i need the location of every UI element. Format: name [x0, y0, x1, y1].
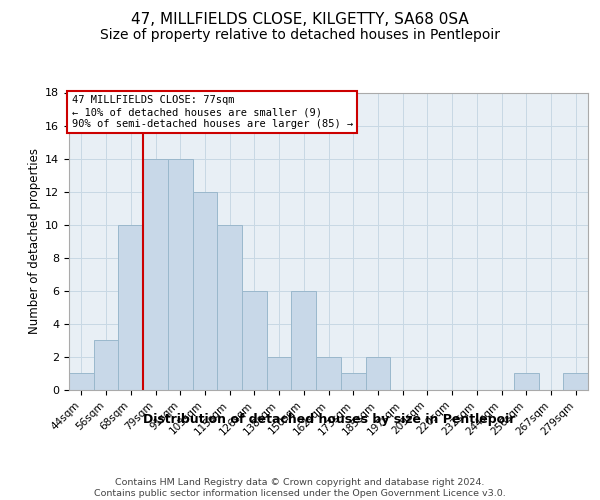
Bar [292, 291, 316, 390]
Y-axis label: Number of detached properties: Number of detached properties [28, 148, 41, 334]
Bar [563, 374, 588, 390]
Text: 47 MILLFIELDS CLOSE: 77sqm
← 10% of detached houses are smaller (9)
90% of semi-: 47 MILLFIELDS CLOSE: 77sqm ← 10% of deta… [71, 96, 353, 128]
Bar [143, 158, 168, 390]
Bar [341, 374, 365, 390]
Bar [69, 374, 94, 390]
Bar [316, 357, 341, 390]
Text: Size of property relative to detached houses in Pentlepoir: Size of property relative to detached ho… [100, 28, 500, 42]
Bar [94, 340, 118, 390]
Bar [118, 224, 143, 390]
Text: Contains HM Land Registry data © Crown copyright and database right 2024.
Contai: Contains HM Land Registry data © Crown c… [94, 478, 506, 498]
Text: 47, MILLFIELDS CLOSE, KILGETTY, SA68 0SA: 47, MILLFIELDS CLOSE, KILGETTY, SA68 0SA [131, 12, 469, 28]
Bar [514, 374, 539, 390]
Bar [365, 357, 390, 390]
Bar [242, 291, 267, 390]
Bar [217, 224, 242, 390]
Bar [267, 357, 292, 390]
Text: Distribution of detached houses by size in Pentlepoir: Distribution of detached houses by size … [143, 412, 515, 426]
Bar [168, 158, 193, 390]
Bar [193, 192, 217, 390]
